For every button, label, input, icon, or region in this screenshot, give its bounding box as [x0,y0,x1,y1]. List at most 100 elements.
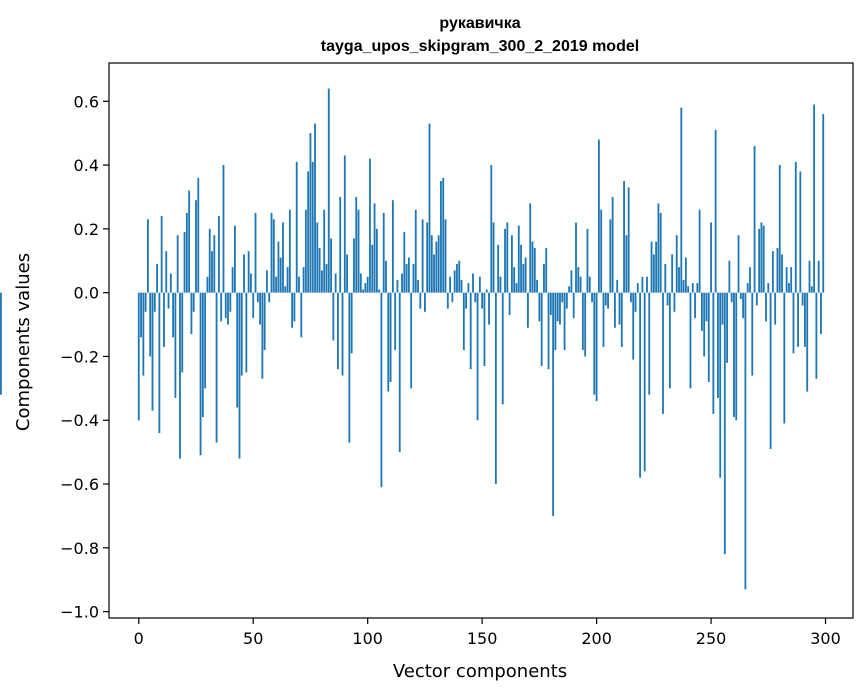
bar [330,238,332,293]
bar [568,286,571,293]
bar [449,276,452,293]
bar [723,292,726,555]
bar [602,292,605,347]
bar [565,292,568,309]
bar [781,254,783,293]
bar [206,276,209,293]
bar [543,263,545,293]
bar [625,235,628,293]
bar [721,292,724,325]
bar [250,273,252,293]
bar [172,292,175,338]
bar [185,212,188,293]
bar [584,292,587,357]
bar [536,279,538,293]
bar [513,267,516,293]
bar [419,292,422,309]
bar [149,292,152,357]
bar [295,161,298,293]
bar [169,273,172,293]
bar [208,228,211,293]
bar [678,267,680,293]
bar [201,292,204,418]
bar [410,292,413,389]
bar [357,209,360,293]
bar [472,273,474,293]
bar [540,292,543,367]
bar [755,292,758,306]
bar [385,260,387,293]
bar [643,292,646,472]
bar [217,216,220,293]
bar [488,292,490,325]
bar [160,216,163,293]
bar [820,292,822,335]
bar [547,292,550,370]
y-tick-label: 0.4 [74,156,99,175]
bar [353,238,355,293]
bar [730,292,733,303]
bar [655,241,658,293]
bar [586,228,589,293]
bar [339,196,342,293]
bar [188,190,191,293]
y-tick-label: −0.8 [60,539,99,558]
bar [650,241,653,293]
bar [760,222,763,293]
bar [211,251,213,293]
bar [804,292,806,347]
bar [510,235,513,293]
bar [538,292,541,322]
bar [632,292,635,360]
y-tick-label: 0.6 [74,92,99,111]
bar [639,292,642,478]
bars-group [0,88,825,590]
bar [195,200,197,293]
bar [256,292,259,303]
bar [469,292,472,370]
bar [497,244,500,293]
bar [758,228,761,293]
bar [707,292,710,382]
bar [405,263,408,293]
bar [522,263,525,293]
bar [483,292,486,367]
bar [563,292,566,351]
bar [426,222,429,293]
bar [771,251,774,293]
y-tick-label: −0.4 [60,411,99,430]
bar [467,283,470,293]
bar [417,279,419,293]
bar [712,292,715,414]
bar [813,104,815,293]
bar [270,212,273,293]
bar [634,292,637,312]
bar [453,270,456,293]
bar [533,248,536,293]
bar [227,292,229,325]
bar [591,292,593,303]
bar [238,292,241,459]
bar [604,292,607,306]
bar [181,292,184,373]
bar [545,248,548,293]
bar [753,145,756,293]
bar [183,232,186,293]
bar [474,292,477,303]
bar [245,292,248,373]
bar [444,219,447,293]
bar [156,263,158,293]
bar [176,235,179,293]
plot-frame [108,62,854,619]
bar [703,292,706,357]
bar [346,254,348,293]
bar [456,263,458,293]
bar [293,292,296,322]
bar [577,267,580,293]
bar [222,165,225,293]
bar [337,292,339,370]
bar [746,283,749,293]
bar [762,225,765,293]
bar [492,222,495,293]
bar [373,203,376,293]
